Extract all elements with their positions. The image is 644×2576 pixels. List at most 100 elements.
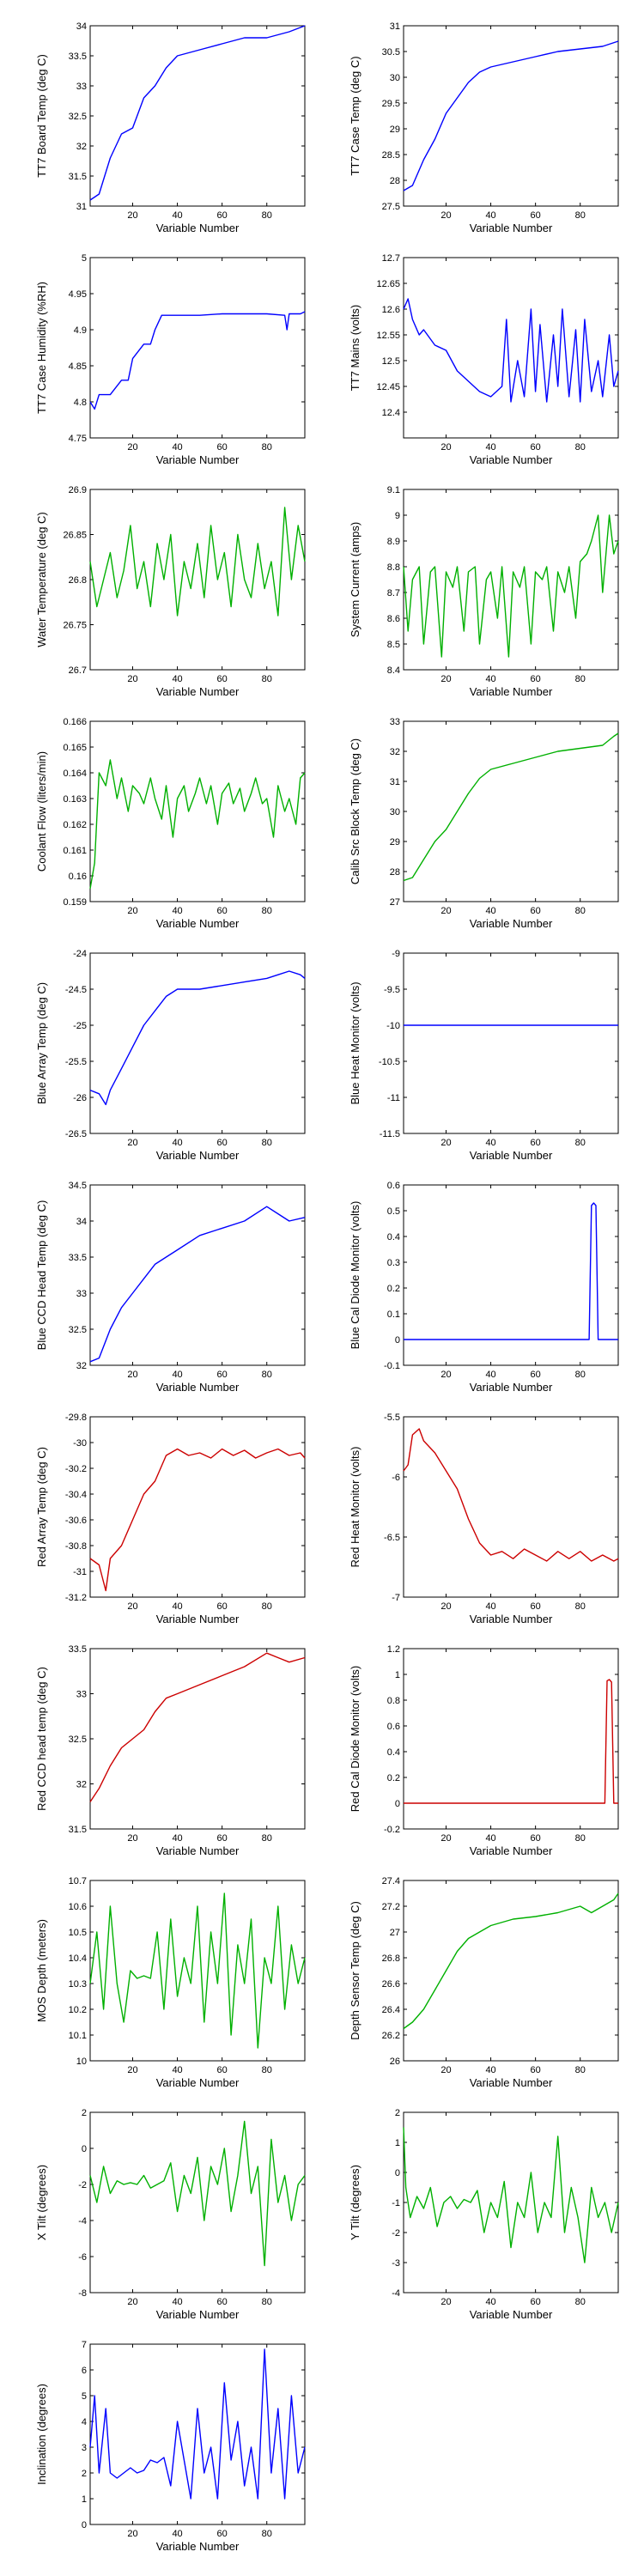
- x-tick-label: 20: [440, 1138, 451, 1148]
- x-tick-label: 20: [440, 2297, 451, 2307]
- x-tick-label: 40: [485, 1601, 495, 1612]
- x-tick-label: 20: [127, 210, 137, 221]
- plot-frame: [403, 952, 619, 1134]
- y-tick-label: 4.9: [74, 325, 87, 336]
- plot-frame: [89, 25, 306, 207]
- series-line: [89, 1448, 306, 1592]
- x-tick-label: 40: [172, 1601, 182, 1612]
- x-tick-label: 40: [172, 1833, 182, 1844]
- y-tick-label: -1: [392, 2198, 400, 2208]
- y-tick-label: 1: [82, 2494, 87, 2505]
- y-tick-label: -6.5: [384, 1533, 400, 1543]
- x-tick-label: 60: [531, 2065, 541, 2075]
- y-axis-label: MOS Depth (meters): [35, 1919, 48, 2022]
- y-tick-label: 0.161: [63, 846, 87, 856]
- series-line: [89, 1652, 306, 1802]
- x-tick-label: 20: [127, 906, 137, 916]
- y-tick-label: -11.5: [380, 1129, 400, 1139]
- y-tick-label: 5: [82, 2391, 87, 2402]
- x-tick-label: 20: [440, 674, 451, 684]
- y-tick-label: -2: [78, 2180, 87, 2190]
- x-tick-label: 60: [217, 2065, 228, 2075]
- y-tick-label: 27.5: [382, 202, 400, 212]
- y-tick-label: -6: [78, 2252, 87, 2263]
- x-tick-label: 20: [127, 2065, 137, 2075]
- y-tick-label: 0: [82, 2144, 87, 2154]
- x-axis-label: Variable Number: [156, 2308, 240, 2321]
- series-line: [89, 970, 306, 1106]
- y-tick-label: 30: [390, 73, 400, 83]
- y-tick-label: 29: [390, 125, 400, 135]
- y-axis-label: TT7 Board Temp (deg C): [35, 54, 48, 178]
- y-tick-label: -31.2: [65, 1593, 87, 1603]
- plot-frame: [89, 1184, 306, 1366]
- y-tick-label: 6: [82, 2366, 87, 2376]
- y-tick-label: -10.5: [379, 1057, 400, 1067]
- y-tick-label: 27.4: [382, 1876, 400, 1886]
- x-axis-label: Variable Number: [156, 685, 240, 698]
- y-tick-label: 33: [390, 717, 400, 727]
- y-tick-label: 1: [395, 2138, 400, 2148]
- series-line: [89, 1206, 306, 1363]
- x-tick-label: 60: [217, 442, 228, 453]
- y-tick-label: -30.6: [65, 1516, 87, 1526]
- chart-panel-13: 20 40 60 80 -31.2 -31 -30.8 -30.6 -30.4 -30.2 -30 -…: [35, 1413, 306, 1625]
- y-tick-label: -30.8: [65, 1541, 87, 1552]
- x-tick-label: 80: [575, 1833, 586, 1844]
- y-tick-label: 0.3: [387, 1258, 400, 1268]
- y-tick-label: 2: [82, 2108, 87, 2118]
- series-line: [403, 1428, 619, 1562]
- series-line: [89, 1893, 306, 2049]
- chart-panel-7: 20 40 60 80 0.159 0.16 0.161 0.162 0.163 0.164 0.1…: [35, 717, 306, 930]
- y-tick-label: -26.5: [65, 1129, 87, 1139]
- y-tick-label: -7: [392, 1593, 400, 1603]
- y-tick-label: 29.5: [382, 99, 400, 109]
- y-tick-label: 34: [76, 1217, 87, 1227]
- y-tick-label: 12.45: [376, 382, 400, 392]
- y-tick-label: 26.7: [69, 665, 87, 676]
- y-axis-label: TT7 Mains (volts): [349, 305, 361, 391]
- y-axis-label: Red Array Temp (deg C): [35, 1447, 48, 1567]
- plot-frame: [89, 2111, 306, 2293]
- series-line: [403, 40, 619, 191]
- y-tick-label: 8.4: [387, 665, 400, 676]
- x-tick-label: 80: [262, 210, 272, 221]
- chart-panel-16: 20 40 60 80 -0.2 0 0.2 0.4 0.6 0.8 1 1.2 Variable Nu…: [349, 1644, 619, 1857]
- x-tick-label: 20: [440, 2065, 451, 2075]
- x-tick-label: 80: [575, 210, 586, 221]
- y-axis-label: Depth Sensor Temp (deg C): [349, 1901, 361, 2040]
- x-tick-label: 60: [531, 442, 541, 453]
- plot-frame: [403, 2111, 619, 2293]
- y-axis-label: X Tilt (degrees): [35, 2165, 48, 2240]
- y-tick-label: 30.5: [382, 47, 400, 58]
- y-tick-label: 10.7: [69, 1876, 87, 1886]
- x-axis-label: Variable Number: [470, 2076, 553, 2089]
- y-tick-label: 27: [390, 897, 400, 908]
- y-tick-label: 28: [390, 867, 400, 878]
- y-tick-label: 9.1: [387, 485, 400, 495]
- x-axis-label: Variable Number: [156, 1613, 240, 1625]
- plot-frame: [403, 1880, 619, 2062]
- chart-panel-2: 20 40 60 80 27.5 28 28.5 29 29.5 30 30.5 31 Variable…: [349, 21, 619, 234]
- chart-panel-5: 20 40 60 80 26.7 26.75 26.8 26.85 26.9 Variable N…: [35, 485, 306, 698]
- y-tick-label: 12.6: [382, 305, 400, 315]
- x-tick-label: 20: [127, 1833, 137, 1844]
- chart-panel-1: 20 40 60 80 31 31.5 32 32.5 33 33.5 34 Variable Num…: [35, 21, 306, 234]
- plot-frame: [403, 257, 619, 439]
- x-tick-label: 20: [127, 2297, 137, 2307]
- y-tick-label: 33.5: [69, 1644, 87, 1655]
- y-tick-label: 0.1: [387, 1309, 400, 1320]
- y-axis-label: Red CCD head temp (deg C): [35, 1667, 48, 1811]
- x-tick-label: 40: [172, 1370, 182, 1380]
- x-tick-label: 80: [575, 906, 586, 916]
- x-tick-label: 60: [531, 906, 541, 916]
- x-tick-label: 20: [127, 2529, 137, 2539]
- y-tick-label: -8: [78, 2288, 87, 2299]
- y-axis-label: System Current (amps): [349, 522, 361, 637]
- x-tick-label: 20: [127, 1601, 137, 1612]
- y-tick-label: 10.3: [69, 1979, 87, 1990]
- y-tick-label: 0.16: [69, 872, 87, 882]
- series-line: [89, 2348, 306, 2500]
- series-line: [403, 732, 619, 882]
- y-tick-label: 33: [76, 82, 87, 92]
